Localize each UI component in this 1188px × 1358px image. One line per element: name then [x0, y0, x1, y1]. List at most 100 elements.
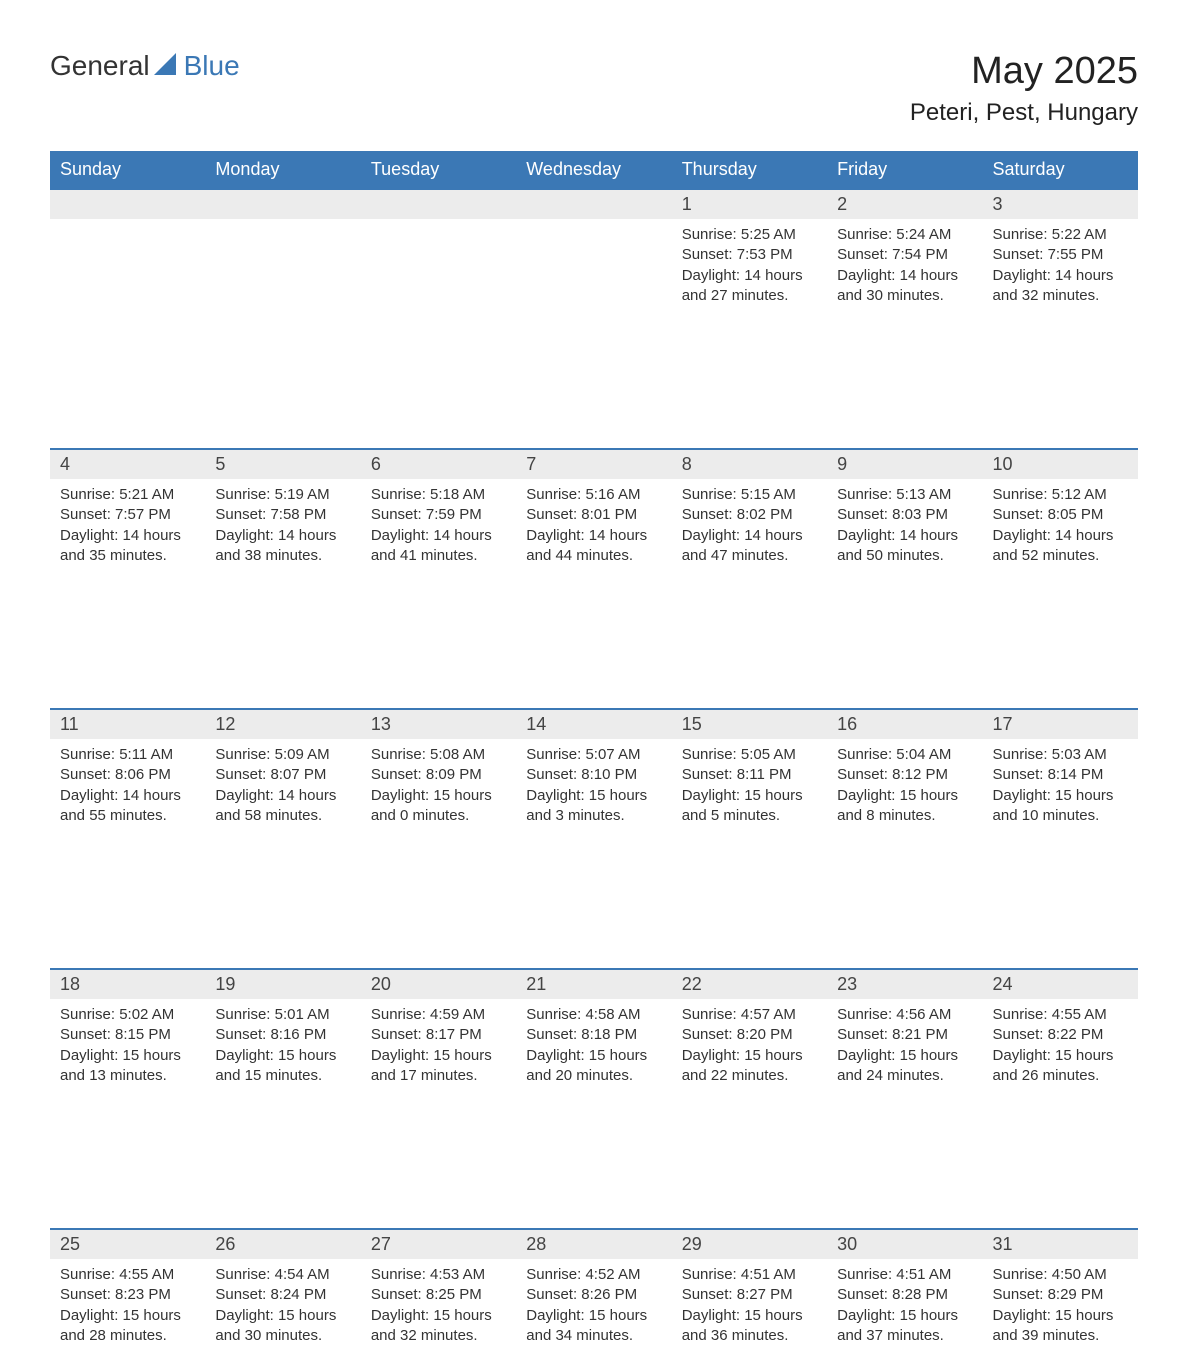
brand-text-blue: Blue: [184, 50, 240, 82]
calendar-day-cell: 22Sunrise: 4:57 AMSunset: 8:20 PMDayligh…: [672, 968, 827, 1098]
day-number: 16: [827, 708, 982, 739]
week-spacer: [50, 318, 1138, 448]
daylight-line: Daylight: 15 hours and 22 minutes.: [682, 1046, 817, 1087]
sunset-line: Sunset: 7:54 PM: [837, 245, 972, 265]
sunset-line: Sunset: 8:26 PM: [526, 1285, 661, 1305]
sunset-line: Sunset: 7:59 PM: [371, 505, 506, 525]
day-number: 4: [50, 448, 205, 479]
title-block: May 2025 Peteri, Pest, Hungary: [910, 50, 1138, 127]
day-number: 24: [983, 968, 1138, 999]
day-number: 29: [672, 1228, 827, 1259]
sunset-line: Sunset: 8:17 PM: [371, 1025, 506, 1045]
calendar-day-cell: 19Sunrise: 5:01 AMSunset: 8:16 PMDayligh…: [205, 968, 360, 1098]
day-content: Sunrise: 4:51 AMSunset: 8:27 PMDaylight:…: [672, 1259, 827, 1352]
day-number: 25: [50, 1228, 205, 1259]
column-header: Wednesday: [516, 151, 671, 188]
day-number: 15: [672, 708, 827, 739]
calendar-day-cell: 6Sunrise: 5:18 AMSunset: 7:59 PMDaylight…: [361, 448, 516, 578]
day-number: 14: [516, 708, 671, 739]
daylight-line: Daylight: 14 hours and 35 minutes.: [60, 526, 195, 567]
calendar-day-cell: 13Sunrise: 5:08 AMSunset: 8:09 PMDayligh…: [361, 708, 516, 838]
sunset-line: Sunset: 8:14 PM: [993, 765, 1128, 785]
calendar-day-cell: 29Sunrise: 4:51 AMSunset: 8:27 PMDayligh…: [672, 1228, 827, 1358]
day-number-empty: [205, 188, 360, 219]
sunrise-line: Sunrise: 5:15 AM: [682, 485, 817, 505]
sunrise-line: Sunrise: 4:56 AM: [837, 1005, 972, 1025]
day-number-empty: [50, 188, 205, 219]
day-content: Sunrise: 5:25 AMSunset: 7:53 PMDaylight:…: [672, 219, 827, 312]
calendar-week-row: 25Sunrise: 4:55 AMSunset: 8:23 PMDayligh…: [50, 1228, 1138, 1358]
daylight-line: Daylight: 14 hours and 55 minutes.: [60, 786, 195, 827]
calendar-day-cell: 27Sunrise: 4:53 AMSunset: 8:25 PMDayligh…: [361, 1228, 516, 1358]
column-header: Saturday: [983, 151, 1138, 188]
day-number: 20: [361, 968, 516, 999]
sunset-line: Sunset: 8:11 PM: [682, 765, 817, 785]
week-spacer: [50, 578, 1138, 708]
day-content: Sunrise: 5:21 AMSunset: 7:57 PMDaylight:…: [50, 479, 205, 572]
daylight-line: Daylight: 15 hours and 13 minutes.: [60, 1046, 195, 1087]
calendar-day-cell: 2Sunrise: 5:24 AMSunset: 7:54 PMDaylight…: [827, 188, 982, 318]
spacer-cell: [50, 318, 1138, 448]
column-header: Friday: [827, 151, 982, 188]
sunset-line: Sunset: 8:05 PM: [993, 505, 1128, 525]
calendar-day-cell: 11Sunrise: 5:11 AMSunset: 8:06 PMDayligh…: [50, 708, 205, 838]
daylight-line: Daylight: 15 hours and 15 minutes.: [215, 1046, 350, 1087]
sunrise-line: Sunrise: 5:08 AM: [371, 745, 506, 765]
column-header: Tuesday: [361, 151, 516, 188]
column-header: Sunday: [50, 151, 205, 188]
daylight-line: Daylight: 15 hours and 39 minutes.: [993, 1306, 1128, 1347]
calendar-day-cell: 23Sunrise: 4:56 AMSunset: 8:21 PMDayligh…: [827, 968, 982, 1098]
sunrise-line: Sunrise: 5:18 AM: [371, 485, 506, 505]
daylight-line: Daylight: 14 hours and 32 minutes.: [993, 266, 1128, 307]
day-number-empty: [516, 188, 671, 219]
sunrise-line: Sunrise: 5:07 AM: [526, 745, 661, 765]
brand-text-general: General: [50, 50, 150, 82]
sunrise-line: Sunrise: 5:22 AM: [993, 225, 1128, 245]
day-content: Sunrise: 5:13 AMSunset: 8:03 PMDaylight:…: [827, 479, 982, 572]
sunset-line: Sunset: 8:09 PM: [371, 765, 506, 785]
calendar-week-row: 18Sunrise: 5:02 AMSunset: 8:15 PMDayligh…: [50, 968, 1138, 1098]
daylight-line: Daylight: 15 hours and 3 minutes.: [526, 786, 661, 827]
calendar-day-cell: [516, 188, 671, 318]
calendar-day-cell: 9Sunrise: 5:13 AMSunset: 8:03 PMDaylight…: [827, 448, 982, 578]
calendar-day-cell: 18Sunrise: 5:02 AMSunset: 8:15 PMDayligh…: [50, 968, 205, 1098]
day-number: 7: [516, 448, 671, 479]
calendar-day-cell: 4Sunrise: 5:21 AMSunset: 7:57 PMDaylight…: [50, 448, 205, 578]
sunrise-line: Sunrise: 5:19 AM: [215, 485, 350, 505]
calendar-day-cell: 17Sunrise: 5:03 AMSunset: 8:14 PMDayligh…: [983, 708, 1138, 838]
calendar-day-cell: 20Sunrise: 4:59 AMSunset: 8:17 PMDayligh…: [361, 968, 516, 1098]
calendar-day-cell: 3Sunrise: 5:22 AMSunset: 7:55 PMDaylight…: [983, 188, 1138, 318]
sunset-line: Sunset: 8:20 PM: [682, 1025, 817, 1045]
day-number: 9: [827, 448, 982, 479]
day-content: Sunrise: 5:18 AMSunset: 7:59 PMDaylight:…: [361, 479, 516, 572]
calendar-day-cell: 7Sunrise: 5:16 AMSunset: 8:01 PMDaylight…: [516, 448, 671, 578]
day-content: Sunrise: 4:56 AMSunset: 8:21 PMDaylight:…: [827, 999, 982, 1092]
week-spacer: [50, 838, 1138, 968]
daylight-line: Daylight: 15 hours and 37 minutes.: [837, 1306, 972, 1347]
sunrise-line: Sunrise: 5:02 AM: [60, 1005, 195, 1025]
sunrise-line: Sunrise: 5:25 AM: [682, 225, 817, 245]
calendar-header-row: SundayMondayTuesdayWednesdayThursdayFrid…: [50, 151, 1138, 188]
calendar-day-cell: 21Sunrise: 4:58 AMSunset: 8:18 PMDayligh…: [516, 968, 671, 1098]
day-number: 27: [361, 1228, 516, 1259]
month-title: May 2025: [910, 50, 1138, 93]
calendar-table: SundayMondayTuesdayWednesdayThursdayFrid…: [50, 151, 1138, 1358]
sunset-line: Sunset: 8:01 PM: [526, 505, 661, 525]
sunrise-line: Sunrise: 4:51 AM: [837, 1265, 972, 1285]
sunrise-line: Sunrise: 5:09 AM: [215, 745, 350, 765]
sunrise-line: Sunrise: 4:55 AM: [60, 1265, 195, 1285]
calendar-day-cell: [205, 188, 360, 318]
calendar-day-cell: 5Sunrise: 5:19 AMSunset: 7:58 PMDaylight…: [205, 448, 360, 578]
sunrise-line: Sunrise: 4:50 AM: [993, 1265, 1128, 1285]
day-content: Sunrise: 5:03 AMSunset: 8:14 PMDaylight:…: [983, 739, 1138, 832]
sunrise-line: Sunrise: 4:57 AM: [682, 1005, 817, 1025]
daylight-line: Daylight: 15 hours and 32 minutes.: [371, 1306, 506, 1347]
day-content: Sunrise: 5:01 AMSunset: 8:16 PMDaylight:…: [205, 999, 360, 1092]
calendar-week-row: 4Sunrise: 5:21 AMSunset: 7:57 PMDaylight…: [50, 448, 1138, 578]
day-number: 21: [516, 968, 671, 999]
calendar-day-cell: 25Sunrise: 4:55 AMSunset: 8:23 PMDayligh…: [50, 1228, 205, 1358]
day-number: 18: [50, 968, 205, 999]
location-subtitle: Peteri, Pest, Hungary: [910, 99, 1138, 127]
sunset-line: Sunset: 8:22 PM: [993, 1025, 1128, 1045]
sunset-line: Sunset: 8:24 PM: [215, 1285, 350, 1305]
